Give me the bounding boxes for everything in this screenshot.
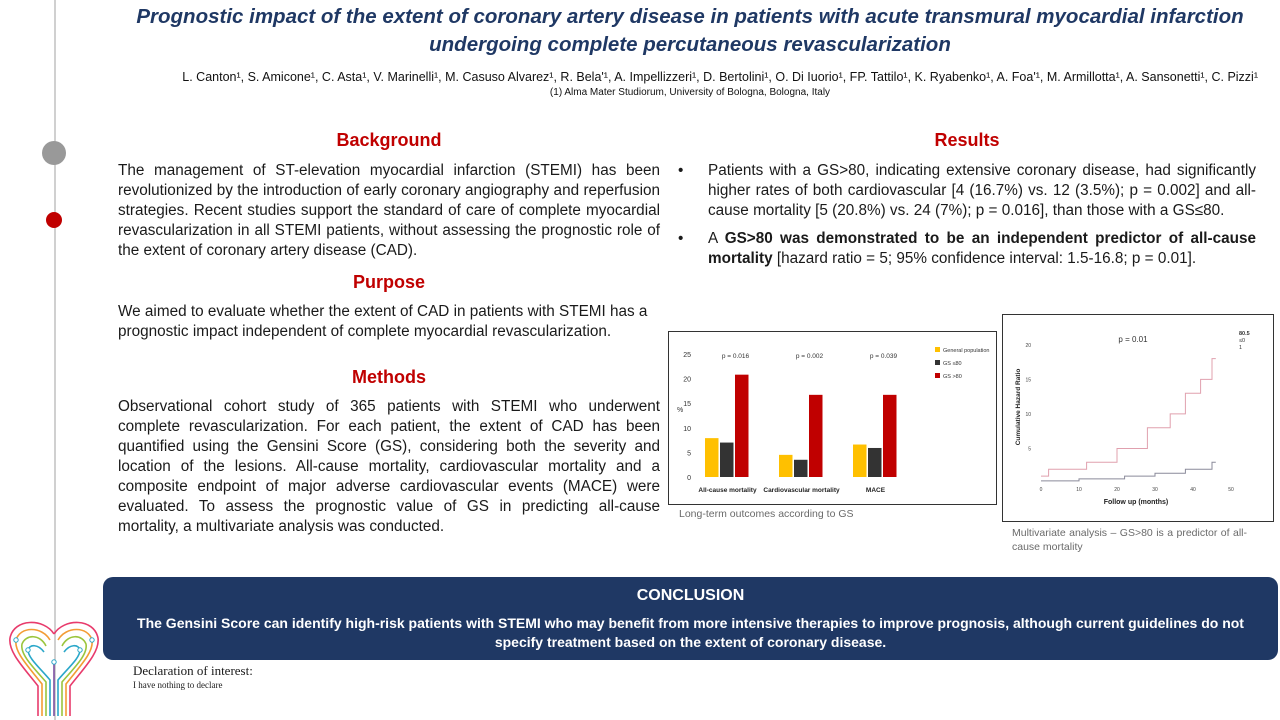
conclusion-heading: CONCLUSION: [636, 587, 745, 604]
purpose-heading: Purpose: [352, 272, 426, 292]
bar-pvalue-label: p = 0.016: [722, 353, 750, 360]
km-x-tick-label: 50: [1228, 487, 1234, 493]
km-y-tick-label: 20: [1025, 343, 1031, 349]
purpose-text: We aimed to evaluate whether the extent …: [118, 303, 648, 340]
left-decorative-line: [54, 0, 56, 720]
bar-chart: 0 5 10 15 20 25% All-cause mortality p = 0.016 C…: [677, 347, 989, 494]
results-bullet-2: A GS>80 was demonstrated to be an indepe…: [678, 229, 1256, 269]
bar: [705, 438, 719, 477]
cumulative-hazard-chart: 0 10 20 30 40 50 5 10 15 20 Follow up (months) Cumu…: [1015, 331, 1250, 506]
km-x-tick-label: 40: [1190, 487, 1196, 493]
hazard-chart-caption: Multivariate analysis – GS>80 is a predi…: [1012, 527, 1247, 553]
bar-chart-frame: 0 5 10 15 20 25% All-cause mortality p = 0.016 C…: [668, 331, 997, 505]
declaration-text: I have nothing to declare: [133, 680, 223, 690]
bar-y-tick-label: 5: [687, 450, 691, 457]
conclusion-text: The Gensini Score can identify high-risk…: [137, 615, 1244, 650]
km-y-tick-label: 10: [1025, 412, 1031, 418]
bar-category-label: All-cause mortality: [698, 487, 757, 494]
legend-label: General population: [943, 348, 989, 354]
bar-y-tick-label: 15: [683, 401, 691, 408]
hazard-chart-frame: 0 10 20 30 40 50 5 10 15 20 Follow up (months) Cumu…: [1002, 314, 1274, 522]
bar-category-label: MACE: [866, 487, 886, 494]
legend-label: GS >80: [943, 374, 962, 380]
bar-y-tick-label: 25: [683, 352, 691, 359]
km-y-tick-label: 15: [1025, 377, 1031, 383]
km-legend-label: 1: [1239, 345, 1242, 351]
km-legend-label: ≤0: [1239, 338, 1245, 344]
bar: [809, 394, 823, 477]
bar: [735, 374, 749, 477]
legend-swatch: [935, 347, 940, 352]
background-heading: Background: [336, 130, 442, 150]
km-series-line: [1041, 358, 1216, 477]
bar: [883, 394, 897, 477]
km-pvalue-annotation: p = 0.01: [1118, 335, 1148, 344]
conclusion-box: CONCLUSION The Gensini Score can identif…: [103, 577, 1278, 660]
declaration-heading: Declaration of interest:: [133, 663, 253, 678]
km-x-tick-label: 30: [1152, 487, 1158, 493]
km-x-tick-label: 10: [1076, 487, 1082, 493]
bar: [868, 447, 882, 477]
bar-y-tick-label: 10: [683, 426, 691, 433]
km-legend-label: 80.5: [1239, 331, 1250, 337]
bar-chart-caption: Long-term outcomes according to GS: [679, 508, 854, 520]
bar: [853, 444, 867, 477]
results-heading: Results: [934, 130, 1000, 150]
methods-text: Observational cohort study of 365 patien…: [118, 398, 660, 535]
bar-y-tick-label: 20: [683, 377, 691, 384]
legend-swatch: [935, 373, 940, 378]
results-bullet-2-post: [hazard ratio = 5; 95% confidence interv…: [772, 250, 1197, 267]
bar-y-axis-label: %: [677, 407, 683, 414]
affiliation: (1) Alma Mater Studiorum, University of …: [549, 87, 831, 98]
km-x-tick-label: 20: [1114, 487, 1120, 493]
results-bullet-2-bold: GS>80 was demonstrated to be an independ…: [708, 230, 1257, 267]
km-series-line: [1041, 461, 1216, 482]
bar-pvalue-label: p = 0.002: [796, 353, 824, 360]
bar-y-tick-label: 0: [687, 475, 691, 482]
background-text: The management of ST-elevation myocardia…: [118, 162, 660, 259]
results-list: Patients with a GS>80, indicating extens…: [678, 161, 1256, 277]
legend-swatch: [935, 360, 940, 365]
heart-circuit-logo: [9, 621, 99, 716]
poster-title: Prognostic impact of the extent of coron…: [136, 5, 1244, 56]
bar-category-label: Cardiovascular mortality: [763, 487, 840, 494]
red-dot-marker: [46, 212, 62, 228]
bar-pvalue-label: p = 0.039: [870, 353, 898, 360]
results-bullet-2-pre: A: [708, 230, 725, 247]
km-x-axis-label: Follow up (months): [1104, 499, 1169, 506]
methods-heading: Methods: [352, 367, 426, 387]
km-y-tick-label: 5: [1028, 446, 1031, 452]
bar: [720, 442, 734, 477]
km-x-tick-label: 0: [1040, 487, 1043, 493]
km-y-axis-label: Cumulative Hazard Ratio: [1015, 369, 1022, 446]
gray-dot-marker: [42, 141, 66, 165]
bar: [779, 454, 793, 477]
legend-label: GS ≤80: [943, 361, 962, 367]
bar: [794, 459, 808, 477]
results-bullet-1: Patients with a GS>80, indicating extens…: [678, 161, 1256, 221]
author-list: L. Canton¹, S. Amicone¹, C. Asta¹, V. Ma…: [182, 70, 1258, 84]
